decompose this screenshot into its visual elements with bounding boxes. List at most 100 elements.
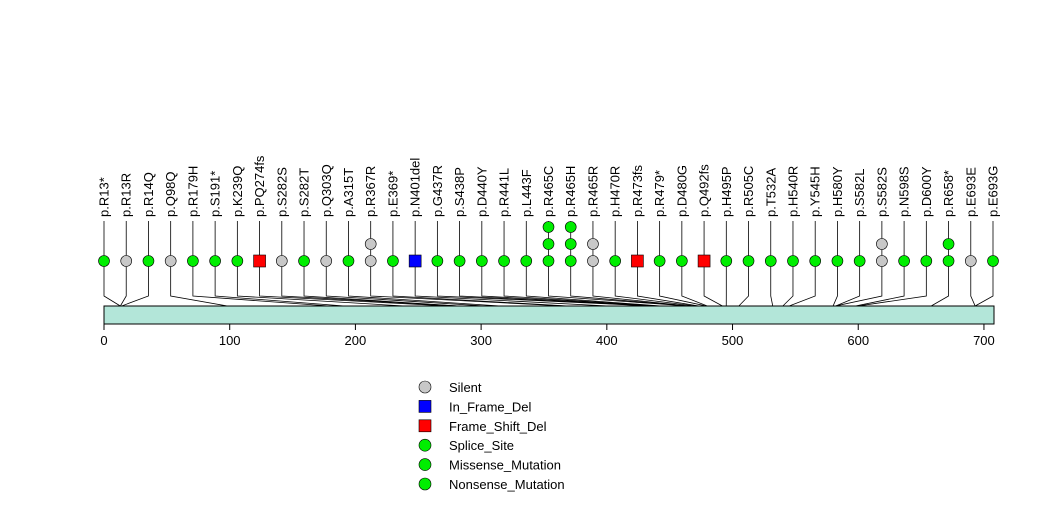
mutation-label: p.R473fs: [630, 164, 645, 217]
mutation-marker: [720, 255, 733, 267]
legend-swatch: [418, 438, 432, 452]
mutation-marker: [587, 255, 599, 267]
mutation-label: p.T532A: [763, 168, 778, 217]
mutation-marker: [676, 255, 688, 267]
mutation-label: p.S191*: [208, 171, 223, 217]
mutation-marker: [408, 254, 422, 268]
mutation-label: p.R13R: [119, 173, 134, 217]
mutation-marker: [987, 255, 999, 267]
mutation-label: p.R465H: [563, 166, 578, 217]
mutation-label: p.N598S: [897, 166, 912, 217]
mutation-marker: [364, 238, 377, 250]
mutation-label: p.E693G: [986, 166, 1001, 217]
mutation-label: p.D440Y: [474, 166, 489, 217]
x-tick-label: 700: [973, 333, 995, 348]
lollipop-markers: [98, 221, 999, 268]
mutation-marker: [187, 255, 199, 267]
legend-label: Frame_Shift_Del: [449, 419, 547, 434]
mutation-label: p.D600Y: [919, 166, 934, 217]
mutation-label: p.R505C: [741, 166, 756, 217]
mutation-marker: [253, 254, 266, 268]
mutation-marker: [120, 255, 133, 267]
mutation-marker: [697, 254, 711, 268]
mutation-marker: [876, 238, 888, 250]
mutation-label: p.S582S: [874, 167, 889, 217]
mutation-label: p.R479*: [652, 170, 667, 217]
legend-swatch: [418, 458, 432, 471]
x-tick-label: 600: [847, 333, 869, 348]
mutation-marker: [942, 255, 955, 267]
mutation-marker: [542, 238, 555, 250]
mutation-marker: [98, 255, 110, 267]
legend-swatch: [418, 419, 432, 433]
mutation-marker: [787, 255, 799, 267]
mutation-label: p.R465C: [541, 166, 556, 217]
mutation-label: p.A315T: [341, 168, 356, 217]
mutation-label: p.H580Y: [830, 166, 845, 217]
mutation-marker: [320, 255, 333, 267]
mutation-label: p.R179H: [185, 166, 200, 217]
mutation-marker: [542, 255, 555, 267]
mutation-label: p.R367R: [363, 166, 378, 217]
mutation-label: p.H495P: [719, 166, 734, 217]
mutation-marker: [364, 255, 377, 267]
mutation-marker: [653, 255, 666, 267]
mutation-label: p.E693E: [963, 167, 978, 217]
mutation-label: p.L443F: [519, 169, 534, 217]
mutation-marker: [809, 255, 822, 267]
legend-label: Silent: [449, 380, 482, 395]
mutation-label: p.R658*: [941, 170, 956, 217]
mutation-marker: [431, 255, 444, 267]
mutation-marker: [142, 255, 155, 267]
legend-label: Nonsense_Mutation: [449, 477, 565, 492]
mutation-label: p.H540R: [785, 166, 800, 217]
mutation-marker: [564, 221, 577, 233]
mutation-label: p.S438P: [452, 167, 467, 217]
legend-label: Missense_Mutation: [449, 458, 561, 473]
mutation-marker: [898, 255, 910, 267]
mutation-marker: [498, 255, 510, 267]
mutation-marker: [853, 255, 866, 267]
mutation-marker: [298, 255, 310, 267]
legend-swatch: [418, 477, 432, 491]
mutation-label: p.K239Q: [230, 166, 245, 217]
mutation-label: p.Y545H: [808, 166, 823, 217]
mutation-marker: [275, 255, 288, 267]
x-tick-label: 0: [100, 333, 107, 348]
mutation-marker: [387, 255, 399, 267]
mutation-label: p.R441L: [497, 168, 512, 217]
mutation-marker: [876, 255, 888, 267]
mutation-label: p.Q303Q: [319, 164, 334, 217]
mutation-label: p.G437R: [430, 165, 445, 217]
mutation-marker: [164, 255, 177, 267]
mutation-marker: [831, 255, 844, 267]
mutation-marker: [564, 238, 577, 250]
mutation-label: p.S282S: [274, 167, 289, 217]
mutation-label: p.H470R: [608, 166, 623, 217]
mutation-label: p.Q492fs: [697, 164, 712, 217]
mutation-marker: [587, 238, 599, 250]
mutation-label: p.R465R: [585, 166, 600, 217]
x-tick-label: 300: [470, 333, 492, 348]
x-axis: 0 100 200 300 400 500 600 700: [100, 324, 995, 348]
mutation-label: p.S282T: [297, 168, 312, 217]
x-tick-label: 200: [345, 333, 367, 348]
x-tick-label: 400: [596, 333, 618, 348]
mutation-marker: [520, 255, 533, 267]
legend-label: In_Frame_Del: [449, 399, 531, 414]
mutation-labels: p.R13* p.R13R p.R14Q p.Q98Q p.R179H p.S191* p.…: [97, 155, 1001, 217]
mutation-marker: [209, 255, 221, 267]
mutation-label: p.D480G: [674, 165, 689, 217]
mutation-marker: [231, 255, 244, 267]
mutation-marker: [453, 255, 466, 267]
mutation-marker: [964, 255, 977, 267]
mutation-marker: [609, 255, 621, 267]
mutation-marker: [764, 255, 777, 267]
mutation-marker: [542, 221, 555, 233]
protein-bar: [103, 305, 995, 325]
mutation-label: p.Q98Q: [163, 171, 178, 217]
mutation-marker: [742, 255, 755, 267]
mutation-marker: [342, 255, 355, 267]
mutation-marker: [564, 255, 577, 267]
